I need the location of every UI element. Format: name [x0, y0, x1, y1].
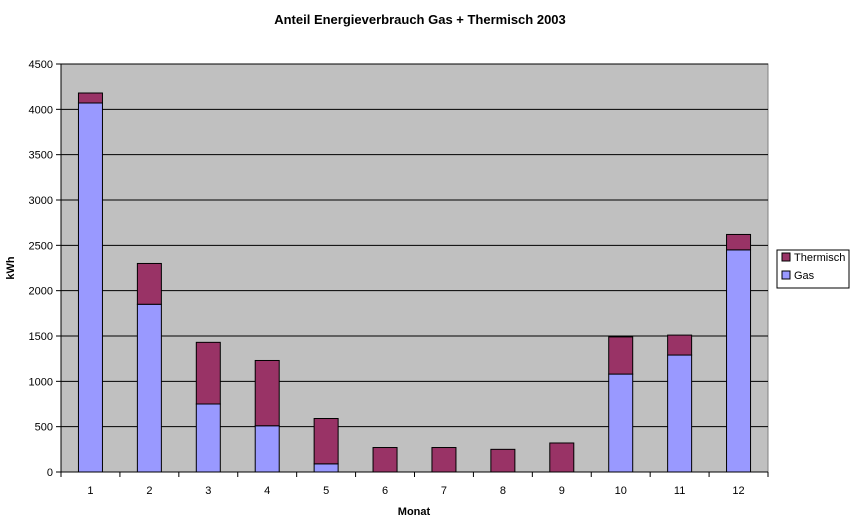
- x-tick-label: 5: [323, 485, 329, 497]
- y-tick-label: 3500: [29, 150, 53, 162]
- y-tick-label: 2000: [29, 286, 53, 298]
- x-tick-label: 10: [615, 485, 627, 497]
- bar-thermisch-9: [549, 442, 575, 473]
- x-tick-label: 1: [87, 485, 93, 497]
- legend-swatch-thermisch: [781, 252, 791, 262]
- y-tick-label: 4500: [29, 59, 53, 71]
- x-axis-title: Monat: [398, 506, 431, 518]
- y-tick-label: 1000: [29, 376, 53, 388]
- x-tick-label: 4: [264, 485, 270, 497]
- legend-swatch-gas: [781, 270, 791, 280]
- bar-thermisch-2: [136, 262, 162, 305]
- legend-label-gas: Gas: [794, 270, 815, 282]
- bar-gas-11: [667, 354, 693, 473]
- bar-thermisch-5: [313, 418, 339, 465]
- chart-title: Anteil Energieverbrauch Gas + Thermisch …: [274, 12, 566, 27]
- bar-thermisch-11: [667, 334, 693, 356]
- legend: Thermisch Gas: [776, 249, 850, 289]
- bar-gas-1: [77, 102, 103, 473]
- x-tick-label: 6: [382, 485, 388, 497]
- bar-gas-2: [136, 303, 162, 473]
- y-tick-label: 1500: [29, 331, 53, 343]
- x-tick-label: 9: [559, 485, 565, 497]
- y-axis-title: kWh: [5, 256, 17, 280]
- bar-gas-10: [608, 373, 634, 473]
- y-tick-label: 4000: [29, 104, 53, 116]
- x-tick-labels: 1 2 3 4 5 6 7 8 9 10 11 12: [87, 485, 744, 497]
- bar-gas-3: [195, 403, 221, 473]
- bar-thermisch-6: [372, 447, 398, 473]
- y-tick-label: 0: [47, 467, 53, 479]
- x-tick-label: 2: [146, 485, 152, 497]
- bar-thermisch-12: [726, 233, 752, 251]
- y-tick-label: 3000: [29, 195, 53, 207]
- x-tick-label: 11: [674, 485, 685, 497]
- bar-thermisch-7: [431, 447, 457, 473]
- x-tick-label: 7: [441, 485, 447, 497]
- bar-thermisch-8: [490, 448, 516, 473]
- axes: [56, 63, 769, 477]
- bar-gas-12: [726, 249, 752, 473]
- bar-gas-5: [313, 463, 339, 473]
- y-tick-label: 2500: [29, 240, 53, 252]
- plot-area: [60, 63, 769, 473]
- bars: [77, 92, 752, 473]
- bar-thermisch-10: [608, 336, 634, 375]
- x-tick-label: 3: [205, 485, 211, 497]
- gridlines: [61, 63, 768, 428]
- x-tick-label: 12: [732, 485, 744, 497]
- x-tick-label: 8: [500, 485, 506, 497]
- bar-thermisch-4: [254, 359, 280, 427]
- y-tick-label: 500: [35, 422, 53, 434]
- y-tick-labels: 0 500 1000 1500 2000 2500 3000 3500 4000 4500: [29, 59, 53, 479]
- bar-thermisch-1: [77, 92, 103, 104]
- legend-label-thermisch: Thermisch: [794, 252, 845, 264]
- bar-thermisch-3: [195, 341, 221, 405]
- bar-gas-4: [254, 425, 280, 473]
